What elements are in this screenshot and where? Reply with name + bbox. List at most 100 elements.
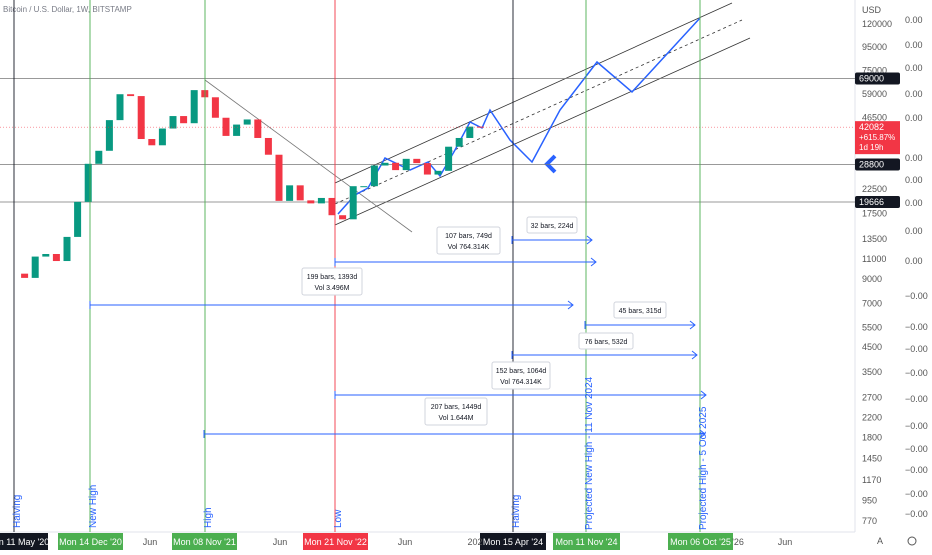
price-tick-label: 75000 [862, 65, 887, 75]
marker-caption: New High [88, 485, 99, 528]
candle-body [222, 117, 230, 136]
measure-text: 76 bars, 532d [585, 339, 628, 346]
candle-body [455, 137, 463, 147]
marker-date-box [668, 533, 733, 550]
channel-upper [334, 2, 733, 184]
candle-body [254, 119, 262, 138]
candle-body [413, 158, 421, 164]
candle-body [169, 116, 177, 129]
price-tick-label: 13500 [862, 234, 887, 244]
marker-date-box [58, 533, 123, 550]
time-label: '26 [732, 537, 744, 547]
candle-body [127, 94, 135, 97]
price-tick-label: 7000 [862, 299, 882, 309]
candle-body [158, 128, 166, 146]
candle-body [445, 146, 453, 171]
measure-box [578, 332, 634, 350]
projection-path [337, 17, 701, 215]
candle-body [349, 186, 357, 220]
currency: USD [862, 5, 882, 15]
time-label: 202 [467, 537, 482, 547]
candle-body [74, 201, 82, 237]
level-badge [855, 158, 900, 171]
candle-body [52, 253, 60, 262]
auto-scale[interactable]: A [877, 536, 883, 546]
channel-mid [334, 19, 743, 205]
pct-label: 0.00 [905, 89, 923, 99]
measure-text: 107 bars, 749d [445, 233, 492, 240]
measure-box [613, 301, 667, 319]
marker-date: n 11 May '20 [0, 537, 49, 547]
pct-label: −0.00 [905, 394, 928, 404]
measure-box [491, 361, 551, 390]
price-tick-label: 11000 [862, 254, 886, 264]
measure-box [436, 226, 501, 255]
measure-text: 199 bars, 1393d [307, 274, 358, 281]
price-tick-label: 95000 [862, 42, 887, 52]
measure-head [699, 429, 706, 439]
level-label: 28800 [859, 159, 884, 169]
marker-date-box [172, 533, 237, 550]
candle-body [370, 165, 378, 187]
measure-head [689, 320, 696, 330]
candle-body [360, 186, 368, 188]
candle-body [434, 170, 442, 175]
candle-body [42, 253, 50, 257]
measure-text: 32 bars, 224d [531, 223, 574, 230]
marker-date: Mon 14 Dec '20 [59, 537, 122, 547]
candle-body [21, 273, 29, 278]
time-label: Jun [273, 537, 288, 547]
marker-date-box [553, 533, 620, 550]
pct-label: 0.00 [905, 63, 923, 73]
pct-label: 0.00 [905, 175, 923, 185]
time-label: Jun [398, 537, 413, 547]
pct-label: −0.00 [905, 444, 928, 454]
candle-body [402, 158, 410, 171]
pct-label: 0.00 [905, 15, 923, 25]
candle-body [31, 256, 39, 278]
price-tick-label: 5500 [862, 322, 882, 332]
marker-date: Mon 08 Nov '21 [173, 537, 236, 547]
price-tick-label: 59000 [862, 89, 887, 99]
candle-body [317, 197, 325, 204]
marker-caption: High [203, 507, 214, 528]
marker-date: Mon 11 Nov '24 [555, 537, 617, 547]
candle-body [296, 185, 304, 201]
measure-box [424, 397, 488, 426]
marker-date-box [480, 533, 546, 550]
candle-body [180, 116, 188, 124]
pct-label: 0.00 [905, 113, 923, 123]
measure-text: 45 bars, 315d [619, 308, 662, 315]
price-tick-label: 120000 [862, 19, 892, 29]
time-label: Jun [143, 537, 158, 547]
marker-caption: Projected New High - 11 Nov 2024 [584, 376, 595, 530]
price-tick-label: 770 [862, 516, 877, 526]
price-tick-label: 4500 [862, 342, 882, 352]
time-label: Jun [778, 537, 793, 547]
pct-label: 0.00 [905, 226, 923, 236]
pct-label: 0.00 [905, 256, 923, 266]
marker-caption: Halving [12, 495, 23, 528]
price-tick-label: 1450 [862, 454, 882, 464]
marker-caption: Low [333, 509, 344, 528]
measure-head [567, 300, 574, 310]
price-tick-label: 1170 [862, 475, 881, 485]
pct-label: −0.00 [905, 291, 928, 301]
settings-icon[interactable] [907, 536, 917, 546]
measure-head [586, 235, 593, 245]
level-badge [855, 72, 900, 85]
candle-body [466, 126, 474, 138]
measure-box [301, 267, 363, 296]
price-tick-label: 1800 [862, 432, 882, 442]
last-price-badge [855, 121, 900, 155]
measure-box [526, 216, 578, 234]
measure-head [590, 257, 597, 267]
marker-date: Mon 06 Oct '25 [670, 537, 731, 547]
symbol-title: Bitcoin / U.S. Dollar, 1W, BITSTAMP [3, 5, 132, 14]
candle-body [275, 154, 283, 201]
candle-body [328, 197, 336, 216]
candle-body [84, 163, 92, 202]
